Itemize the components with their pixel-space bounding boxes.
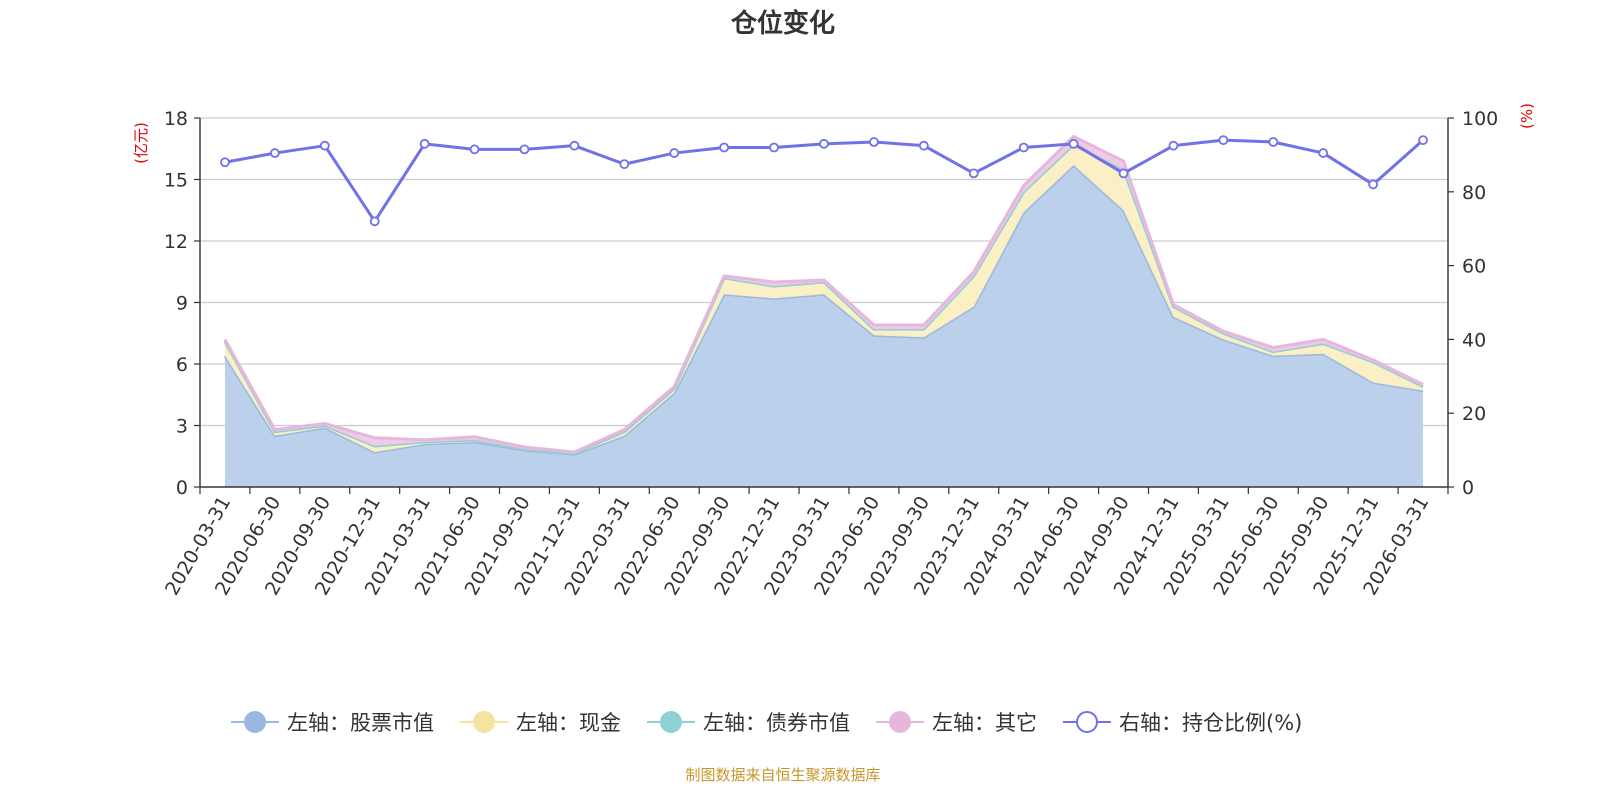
ratio-line	[220, 135, 1428, 227]
holding-ratio-point	[869, 137, 879, 147]
holding-ratio-point	[1068, 138, 1079, 149]
left-axis-tick-label: 0	[176, 477, 188, 499]
holding-ratio-point	[519, 144, 530, 155]
legend-item: 右轴：持仓比例(%)	[1063, 711, 1302, 735]
holding-ratio-point	[1268, 137, 1279, 147]
right-axis-tick-label: 20	[1462, 403, 1486, 425]
holding-ratio-point	[220, 157, 230, 168]
legend-label: 左轴：债券市值	[703, 711, 850, 735]
holding-ratio-point	[369, 216, 380, 227]
area-top-line-4	[223, 134, 1424, 454]
left-axis-tick-label: 9	[176, 293, 188, 315]
holding-ratio-point	[319, 140, 330, 151]
holding-ratio-point	[1418, 135, 1428, 146]
area-1	[224, 165, 1424, 487]
legend-marker	[473, 711, 495, 733]
legend-label: 右轴：持仓比例(%)	[1119, 711, 1302, 735]
legend: 左轴：股票市值 左轴：现金 左轴：债券市值 左轴：其它 右轴：持仓比例(%)	[231, 711, 1302, 735]
left-axis-tick-label: 18	[164, 108, 188, 130]
data-source-footer: 制图数据来自恒生聚源数据库	[685, 766, 880, 784]
legend-label: 左轴：其它	[932, 711, 1037, 735]
legend-item: 左轴：债券市值	[647, 711, 850, 735]
left-axis-tick-label: 12	[164, 231, 188, 253]
left-axis-tick-label: 15	[164, 170, 188, 192]
right-axis-tick-label: 60	[1462, 256, 1486, 278]
holding-ratio-point	[918, 140, 929, 151]
chart-title: 仓位变化	[730, 8, 835, 39]
holding-ratio-point	[819, 138, 829, 149]
legend-label: 左轴：股票市值	[287, 711, 434, 735]
holding-ratio-point	[569, 140, 580, 151]
right-axis-tick-label: 80	[1462, 182, 1486, 204]
legend-marker	[244, 711, 266, 733]
holding-ratio-point	[669, 148, 680, 158]
stacked-areas	[223, 134, 1424, 487]
legend-marker	[660, 711, 682, 733]
left-axis-unit: (亿元)	[132, 122, 150, 164]
left-axis-tick-label: 6	[176, 354, 188, 376]
legend-marker	[889, 711, 911, 733]
holding-ratio-point	[619, 159, 630, 170]
holding-ratio-point	[1368, 179, 1379, 190]
holding-ratio-point	[1318, 148, 1329, 158]
legend-item: 左轴：现金	[460, 711, 621, 735]
right-axis-tick-label: 40	[1462, 329, 1486, 351]
holding-ratio-point	[719, 142, 730, 153]
holding-ratio-line	[224, 138, 1425, 223]
left-axis-tick-label: 3	[176, 416, 188, 438]
legend-item: 左轴：其它	[876, 711, 1037, 735]
legend-label: 左轴：现金	[516, 711, 621, 735]
holding-ratio-point	[1168, 140, 1179, 151]
right-axis-tick-label: 100	[1462, 108, 1498, 130]
right-axis-unit: (%)	[1518, 103, 1536, 129]
holding-ratio-point	[769, 142, 779, 153]
holding-ratio-point	[1018, 142, 1029, 153]
holding-ratio-point	[968, 168, 979, 179]
right-axis-tick-label: 0	[1462, 477, 1474, 499]
holding-ratio-point	[269, 148, 280, 158]
holding-ratio-point	[419, 138, 430, 149]
holding-ratio-point	[1218, 135, 1229, 146]
holding-ratio-point	[469, 144, 480, 155]
legend-item: 左轴：股票市值	[231, 711, 434, 735]
holding-ratio-point	[1118, 168, 1129, 179]
legend-marker	[1076, 711, 1098, 733]
